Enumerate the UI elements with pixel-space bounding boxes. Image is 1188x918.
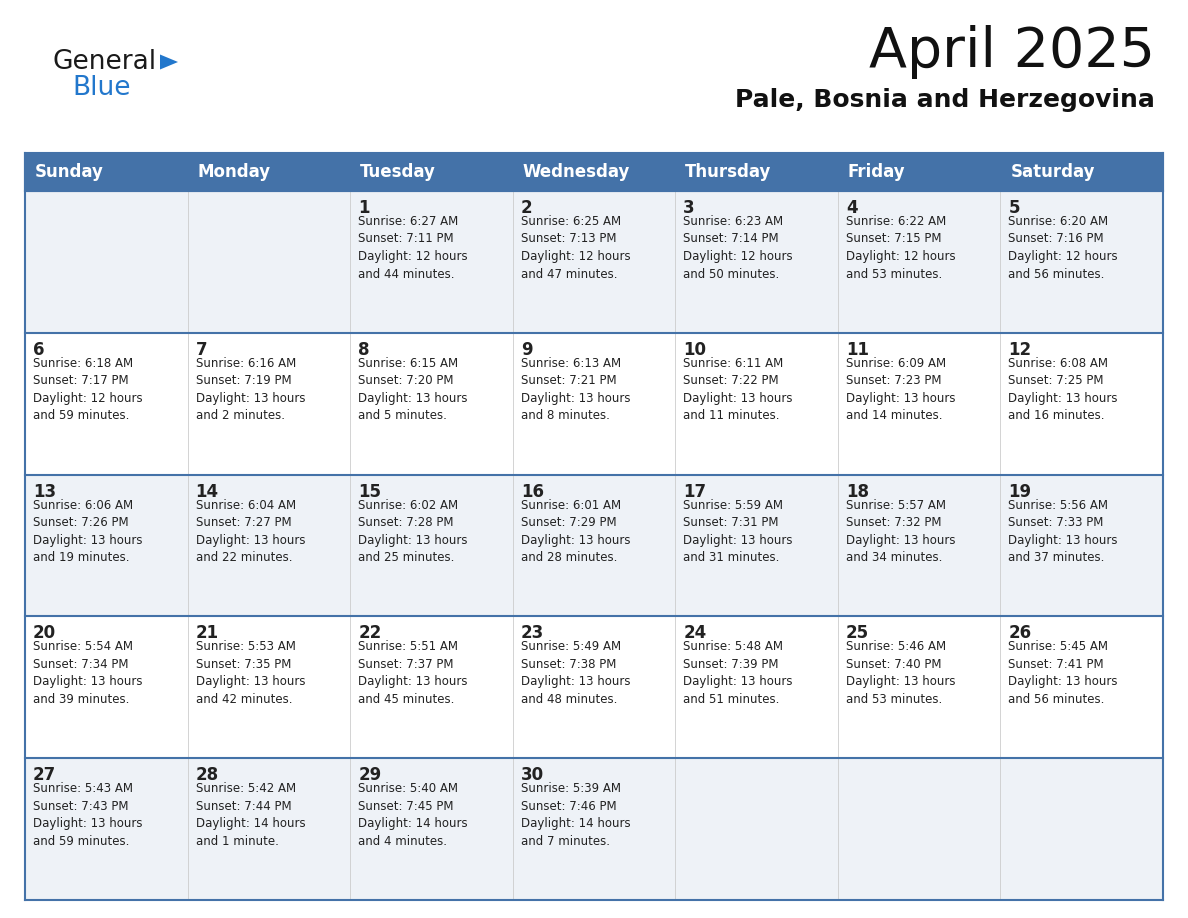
- Bar: [25, 758, 1163, 900]
- Text: Sunrise: 6:09 AM
Sunset: 7:23 PM
Daylight: 13 hours
and 14 minutes.: Sunrise: 6:09 AM Sunset: 7:23 PM Dayligh…: [846, 357, 955, 422]
- Text: 9: 9: [520, 341, 532, 359]
- Text: Sunrise: 6:27 AM
Sunset: 7:11 PM
Daylight: 12 hours
and 44 minutes.: Sunrise: 6:27 AM Sunset: 7:11 PM Dayligh…: [358, 215, 468, 281]
- Text: Tuesday: Tuesday: [360, 163, 436, 181]
- Text: 4: 4: [846, 199, 858, 217]
- Text: 25: 25: [846, 624, 868, 643]
- Text: Sunrise: 6:02 AM
Sunset: 7:28 PM
Daylight: 13 hours
and 25 minutes.: Sunrise: 6:02 AM Sunset: 7:28 PM Dayligh…: [358, 498, 468, 564]
- Text: 7: 7: [196, 341, 207, 359]
- Text: Sunrise: 5:43 AM
Sunset: 7:43 PM
Daylight: 13 hours
and 59 minutes.: Sunrise: 5:43 AM Sunset: 7:43 PM Dayligh…: [33, 782, 143, 847]
- Text: 6: 6: [33, 341, 44, 359]
- Text: 2: 2: [520, 199, 532, 217]
- Text: Sunrise: 5:57 AM
Sunset: 7:32 PM
Daylight: 13 hours
and 34 minutes.: Sunrise: 5:57 AM Sunset: 7:32 PM Dayligh…: [846, 498, 955, 564]
- Text: Sunrise: 5:54 AM
Sunset: 7:34 PM
Daylight: 13 hours
and 39 minutes.: Sunrise: 5:54 AM Sunset: 7:34 PM Dayligh…: [33, 641, 143, 706]
- Text: Sunrise: 5:40 AM
Sunset: 7:45 PM
Daylight: 14 hours
and 4 minutes.: Sunrise: 5:40 AM Sunset: 7:45 PM Dayligh…: [358, 782, 468, 847]
- Text: April 2025: April 2025: [868, 25, 1155, 79]
- Text: Sunrise: 5:56 AM
Sunset: 7:33 PM
Daylight: 13 hours
and 37 minutes.: Sunrise: 5:56 AM Sunset: 7:33 PM Dayligh…: [1009, 498, 1118, 564]
- Text: Sunrise: 6:15 AM
Sunset: 7:20 PM
Daylight: 13 hours
and 5 minutes.: Sunrise: 6:15 AM Sunset: 7:20 PM Dayligh…: [358, 357, 468, 422]
- Text: Wednesday: Wednesday: [523, 163, 630, 181]
- Text: Sunrise: 5:51 AM
Sunset: 7:37 PM
Daylight: 13 hours
and 45 minutes.: Sunrise: 5:51 AM Sunset: 7:37 PM Dayligh…: [358, 641, 468, 706]
- Text: 11: 11: [846, 341, 868, 359]
- Text: 3: 3: [683, 199, 695, 217]
- Text: Sunrise: 5:42 AM
Sunset: 7:44 PM
Daylight: 14 hours
and 1 minute.: Sunrise: 5:42 AM Sunset: 7:44 PM Dayligh…: [196, 782, 305, 847]
- Text: Friday: Friday: [848, 163, 905, 181]
- Text: Monday: Monday: [197, 163, 271, 181]
- Text: Sunrise: 5:45 AM
Sunset: 7:41 PM
Daylight: 13 hours
and 56 minutes.: Sunrise: 5:45 AM Sunset: 7:41 PM Dayligh…: [1009, 641, 1118, 706]
- Text: 18: 18: [846, 483, 868, 500]
- Text: Sunrise: 6:04 AM
Sunset: 7:27 PM
Daylight: 13 hours
and 22 minutes.: Sunrise: 6:04 AM Sunset: 7:27 PM Dayligh…: [196, 498, 305, 564]
- Text: 8: 8: [358, 341, 369, 359]
- Text: Pale, Bosnia and Herzegovina: Pale, Bosnia and Herzegovina: [735, 88, 1155, 112]
- Bar: [25, 333, 1163, 475]
- Text: 30: 30: [520, 767, 544, 784]
- Text: Sunrise: 6:18 AM
Sunset: 7:17 PM
Daylight: 12 hours
and 59 minutes.: Sunrise: 6:18 AM Sunset: 7:17 PM Dayligh…: [33, 357, 143, 422]
- Bar: [25, 475, 1163, 616]
- Text: Sunrise: 6:11 AM
Sunset: 7:22 PM
Daylight: 13 hours
and 11 minutes.: Sunrise: 6:11 AM Sunset: 7:22 PM Dayligh…: [683, 357, 792, 422]
- Bar: [513, 153, 675, 191]
- Text: 20: 20: [33, 624, 56, 643]
- Text: 14: 14: [196, 483, 219, 500]
- Text: Sunrise: 6:13 AM
Sunset: 7:21 PM
Daylight: 13 hours
and 8 minutes.: Sunrise: 6:13 AM Sunset: 7:21 PM Dayligh…: [520, 357, 630, 422]
- Text: Sunday: Sunday: [34, 163, 103, 181]
- Bar: [25, 153, 188, 191]
- Text: 29: 29: [358, 767, 381, 784]
- Text: General: General: [52, 49, 156, 75]
- Text: Sunrise: 5:48 AM
Sunset: 7:39 PM
Daylight: 13 hours
and 51 minutes.: Sunrise: 5:48 AM Sunset: 7:39 PM Dayligh…: [683, 641, 792, 706]
- Bar: [838, 153, 1000, 191]
- Text: Sunrise: 6:22 AM
Sunset: 7:15 PM
Daylight: 12 hours
and 53 minutes.: Sunrise: 6:22 AM Sunset: 7:15 PM Dayligh…: [846, 215, 955, 281]
- Text: 5: 5: [1009, 199, 1020, 217]
- Text: Sunrise: 5:59 AM
Sunset: 7:31 PM
Daylight: 13 hours
and 31 minutes.: Sunrise: 5:59 AM Sunset: 7:31 PM Dayligh…: [683, 498, 792, 564]
- Text: 23: 23: [520, 624, 544, 643]
- Bar: [1000, 153, 1163, 191]
- Bar: [188, 153, 350, 191]
- Text: Sunrise: 5:49 AM
Sunset: 7:38 PM
Daylight: 13 hours
and 48 minutes.: Sunrise: 5:49 AM Sunset: 7:38 PM Dayligh…: [520, 641, 630, 706]
- Text: Sunrise: 6:16 AM
Sunset: 7:19 PM
Daylight: 13 hours
and 2 minutes.: Sunrise: 6:16 AM Sunset: 7:19 PM Dayligh…: [196, 357, 305, 422]
- Text: 24: 24: [683, 624, 707, 643]
- Text: 27: 27: [33, 767, 56, 784]
- Text: 22: 22: [358, 624, 381, 643]
- Text: 12: 12: [1009, 341, 1031, 359]
- Text: Sunrise: 5:39 AM
Sunset: 7:46 PM
Daylight: 14 hours
and 7 minutes.: Sunrise: 5:39 AM Sunset: 7:46 PM Dayligh…: [520, 782, 631, 847]
- Text: Saturday: Saturday: [1011, 163, 1095, 181]
- Bar: [25, 616, 1163, 758]
- Text: 26: 26: [1009, 624, 1031, 643]
- Text: 17: 17: [683, 483, 707, 500]
- Text: 28: 28: [196, 767, 219, 784]
- Text: Sunrise: 6:23 AM
Sunset: 7:14 PM
Daylight: 12 hours
and 50 minutes.: Sunrise: 6:23 AM Sunset: 7:14 PM Dayligh…: [683, 215, 792, 281]
- Text: 16: 16: [520, 483, 544, 500]
- Polygon shape: [160, 54, 178, 70]
- Text: Blue: Blue: [72, 75, 131, 101]
- Text: Sunrise: 6:08 AM
Sunset: 7:25 PM
Daylight: 13 hours
and 16 minutes.: Sunrise: 6:08 AM Sunset: 7:25 PM Dayligh…: [1009, 357, 1118, 422]
- Text: 13: 13: [33, 483, 56, 500]
- Text: Thursday: Thursday: [685, 163, 772, 181]
- Bar: [25, 191, 1163, 333]
- Text: 1: 1: [358, 199, 369, 217]
- Text: 10: 10: [683, 341, 707, 359]
- Bar: [675, 153, 838, 191]
- Text: 21: 21: [196, 624, 219, 643]
- Text: 19: 19: [1009, 483, 1031, 500]
- Text: Sunrise: 6:01 AM
Sunset: 7:29 PM
Daylight: 13 hours
and 28 minutes.: Sunrise: 6:01 AM Sunset: 7:29 PM Dayligh…: [520, 498, 630, 564]
- Text: Sunrise: 6:20 AM
Sunset: 7:16 PM
Daylight: 12 hours
and 56 minutes.: Sunrise: 6:20 AM Sunset: 7:16 PM Dayligh…: [1009, 215, 1118, 281]
- Text: Sunrise: 6:25 AM
Sunset: 7:13 PM
Daylight: 12 hours
and 47 minutes.: Sunrise: 6:25 AM Sunset: 7:13 PM Dayligh…: [520, 215, 631, 281]
- Text: Sunrise: 5:46 AM
Sunset: 7:40 PM
Daylight: 13 hours
and 53 minutes.: Sunrise: 5:46 AM Sunset: 7:40 PM Dayligh…: [846, 641, 955, 706]
- Text: Sunrise: 6:06 AM
Sunset: 7:26 PM
Daylight: 13 hours
and 19 minutes.: Sunrise: 6:06 AM Sunset: 7:26 PM Dayligh…: [33, 498, 143, 564]
- Bar: [350, 153, 513, 191]
- Bar: [25, 153, 1163, 191]
- Text: 15: 15: [358, 483, 381, 500]
- Text: Sunrise: 5:53 AM
Sunset: 7:35 PM
Daylight: 13 hours
and 42 minutes.: Sunrise: 5:53 AM Sunset: 7:35 PM Dayligh…: [196, 641, 305, 706]
